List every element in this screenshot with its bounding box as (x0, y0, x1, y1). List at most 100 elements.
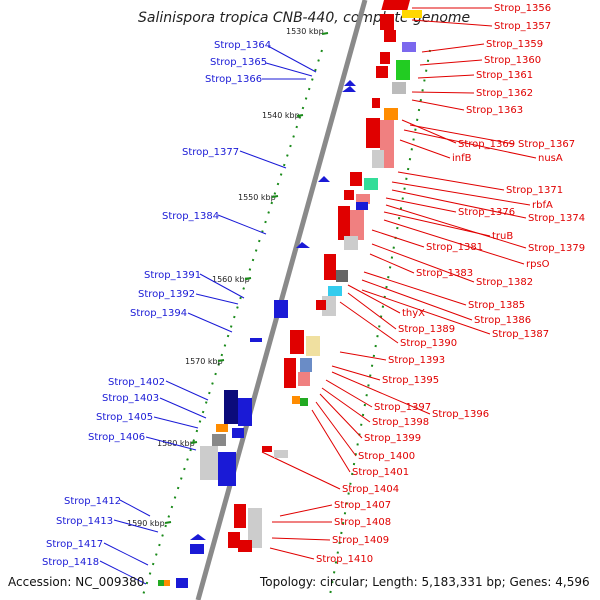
leader-line (331, 371, 431, 415)
ruler-tick-mark (217, 359, 225, 362)
gene-label[interactable]: Strop_1379 (528, 243, 585, 254)
gene-label[interactable]: Strop_1402 (108, 377, 165, 388)
gene-feature (158, 580, 164, 586)
leader-line (145, 436, 197, 451)
leader-line (397, 171, 505, 191)
ruler-tick-label: 1570 kbp (185, 357, 223, 366)
gene-label[interactable]: Strop_1400 (358, 451, 415, 462)
gene-label[interactable]: Strop_1395 (382, 375, 439, 386)
gene-label[interactable]: rpsO (526, 259, 550, 270)
gene-label[interactable]: Strop_1369 (458, 139, 515, 150)
gene-label[interactable]: Strop_1385 (468, 300, 525, 311)
gene-label[interactable]: Strop_1382 (476, 277, 533, 288)
gene-label[interactable]: Strop_1410 (316, 554, 373, 565)
gene-label[interactable]: Strop_1390 (400, 338, 457, 349)
gene-feature (396, 60, 410, 80)
gene-label[interactable]: Strop_1397 (374, 402, 431, 413)
ruler-tick-label: 1550 kbp (238, 193, 276, 202)
gene-label[interactable]: Strop_1413 (56, 516, 113, 527)
gene-label[interactable]: Strop_1366 (205, 74, 262, 85)
gene-feature (356, 194, 370, 204)
gene-label[interactable]: Strop_1360 (484, 55, 541, 66)
gene-label[interactable]: Strop_1401 (352, 467, 409, 478)
gene-feature (372, 98, 380, 108)
gene-feature (190, 534, 206, 540)
gene-label[interactable]: Strop_1377 (182, 147, 239, 158)
gene-label[interactable]: Strop_1386 (474, 315, 531, 326)
leader-line (361, 289, 491, 335)
gene-label[interactable]: Strop_1384 (162, 211, 219, 222)
gene-label[interactable]: Strop_1356 (494, 3, 551, 14)
gene-label[interactable]: Strop_1404 (342, 484, 399, 495)
gene-label[interactable]: Strop_1393 (388, 355, 445, 366)
accession-label: Accession: NC_009380 (8, 575, 144, 589)
gene-feature (350, 172, 362, 186)
leader-line (391, 189, 527, 219)
leader-line (119, 499, 151, 517)
gene-label[interactable]: Strop_1418 (42, 557, 99, 568)
gene-label[interactable]: Strop_1383 (416, 268, 473, 279)
gene-label[interactable]: Strop_1392 (138, 289, 195, 300)
gene-feature (298, 372, 310, 386)
gene-label[interactable]: Strop_1391 (144, 270, 201, 281)
gene-label[interactable]: rbfA (532, 200, 553, 211)
forward-features (228, 0, 422, 552)
gene-feature (250, 338, 262, 342)
gene-label[interactable]: Strop_1403 (102, 393, 159, 404)
gene-feature (336, 270, 348, 282)
gene-label[interactable]: Strop_1394 (130, 308, 187, 319)
gene-label[interactable]: Strop_1417 (46, 539, 103, 550)
gene-label[interactable]: Strop_1361 (476, 70, 533, 81)
gene-label[interactable]: nusA (538, 153, 563, 164)
gene-feature (344, 190, 354, 200)
gene-label[interactable]: Strop_1396 (432, 409, 489, 420)
gene-label[interactable]: thyX (402, 308, 425, 319)
gene-feature (350, 210, 364, 240)
gene-label[interactable]: Strop_1381 (426, 242, 483, 253)
gene-label[interactable]: Strop_1407 (334, 500, 391, 511)
gene-label[interactable]: truB (492, 231, 513, 242)
leader-line (363, 271, 467, 306)
gene-feature (296, 242, 310, 248)
leader-line (403, 129, 537, 159)
gene-label[interactable]: Strop_1362 (476, 88, 533, 99)
gene-label[interactable]: infB (452, 153, 472, 164)
gene-label[interactable]: Strop_1376 (458, 207, 515, 218)
gene-label[interactable]: Strop_1398 (372, 417, 429, 428)
gene-label[interactable]: Strop_1357 (494, 21, 551, 32)
gene-label[interactable]: Strop_1408 (334, 517, 391, 528)
gene-feature (212, 434, 226, 446)
ruler-tick-label: 1540 kbp (262, 111, 300, 120)
gene-label[interactable]: Strop_1406 (88, 432, 145, 443)
gene-label[interactable]: Strop_1405 (96, 412, 153, 423)
gene-feature (262, 446, 272, 452)
gene-label[interactable]: Strop_1364 (214, 40, 271, 51)
leader-line (261, 451, 341, 490)
leader-line (271, 537, 331, 541)
gene-label[interactable]: Strop_1412 (64, 496, 121, 507)
gene-label[interactable]: Strop_1359 (486, 39, 543, 50)
gene-label[interactable]: Strop_1389 (398, 324, 455, 335)
gene-label[interactable]: Strop_1365 (210, 57, 267, 68)
gene-label[interactable]: Strop_1367 (518, 139, 575, 150)
gene-label[interactable]: Strop_1371 (506, 185, 563, 196)
gene-feature (366, 118, 380, 148)
ruler-tick-mark (321, 32, 329, 35)
gene-feature (238, 540, 252, 552)
gene-label[interactable]: Strop_1409 (332, 535, 389, 546)
leader-line (331, 365, 381, 381)
left-leaders (99, 45, 317, 585)
gene-label[interactable]: Strop_1387 (492, 329, 549, 340)
leader-line (217, 214, 267, 235)
gene-feature (318, 176, 330, 182)
leader-line (319, 393, 363, 439)
gene-label[interactable]: Strop_1363 (466, 105, 523, 116)
gene-feature (274, 450, 288, 458)
ruler-tick-label: 1530 kbp (286, 27, 324, 36)
leader-line (99, 560, 147, 585)
gene-feature (376, 66, 388, 78)
ruler-tick-mark (190, 441, 198, 444)
gene-feature (284, 358, 296, 388)
gene-label[interactable]: Strop_1374 (528, 213, 585, 224)
gene-label[interactable]: Strop_1399 (364, 433, 421, 444)
